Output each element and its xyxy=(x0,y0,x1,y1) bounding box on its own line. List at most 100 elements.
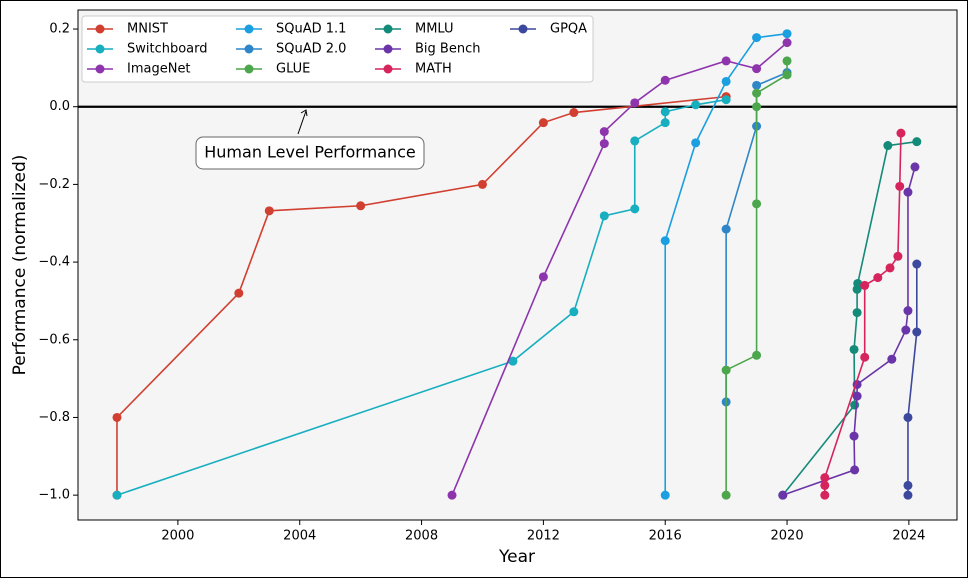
point xyxy=(264,206,274,216)
point xyxy=(752,88,762,98)
point xyxy=(538,118,548,128)
point xyxy=(903,490,913,500)
point xyxy=(691,138,701,148)
y-tick-label: −0.6 xyxy=(38,332,70,347)
point xyxy=(356,201,366,211)
point xyxy=(630,204,640,214)
point xyxy=(447,490,457,500)
legend-label: SQuAD 1.1 xyxy=(276,22,346,37)
point xyxy=(910,162,920,172)
legend-box xyxy=(81,15,594,83)
annotation: Human Level Performance xyxy=(204,143,416,162)
point xyxy=(721,76,731,86)
x-tick-label: 2012 xyxy=(527,529,560,544)
annotation-arrow xyxy=(297,110,307,135)
point xyxy=(853,278,863,288)
point xyxy=(883,141,893,151)
y-tick-label: −1.0 xyxy=(38,488,70,503)
y-tick-label: −0.2 xyxy=(38,177,70,192)
point xyxy=(901,325,911,335)
point xyxy=(752,350,762,360)
point xyxy=(477,179,487,189)
point xyxy=(782,29,792,39)
point xyxy=(112,412,122,422)
point xyxy=(852,308,862,318)
point xyxy=(850,400,860,410)
point xyxy=(721,95,731,105)
point xyxy=(820,490,830,500)
legend-label: GLUE xyxy=(276,62,310,77)
x-tick-label: 2004 xyxy=(283,529,316,544)
y-tick-label: 0.2 xyxy=(49,22,70,37)
x-axis-label: Year xyxy=(498,547,535,567)
point xyxy=(599,127,609,137)
series-line xyxy=(725,60,788,496)
point xyxy=(599,139,609,149)
annotation-box xyxy=(195,136,425,170)
point xyxy=(721,224,731,234)
x-tick-label: 2020 xyxy=(771,529,804,544)
point xyxy=(721,365,731,375)
legend-label: ImageNet xyxy=(127,62,191,77)
legend-label: MNIST xyxy=(127,22,168,37)
x-tick-label: 2016 xyxy=(649,529,682,544)
point xyxy=(903,187,913,197)
point xyxy=(850,465,860,475)
point xyxy=(887,354,897,364)
point xyxy=(849,344,859,354)
point xyxy=(903,412,913,422)
point xyxy=(691,100,701,110)
point xyxy=(752,80,762,90)
legend-label: Big Bench xyxy=(415,42,480,57)
point xyxy=(538,272,548,282)
point xyxy=(752,102,762,112)
point xyxy=(873,273,883,283)
legend-label: SQuAD 2.0 xyxy=(276,42,346,57)
y-tick-label: −0.4 xyxy=(38,255,70,270)
annotation-arrowhead xyxy=(300,109,308,117)
point xyxy=(896,128,906,138)
point xyxy=(660,490,670,500)
point xyxy=(782,70,792,80)
point xyxy=(903,480,913,490)
point xyxy=(508,356,518,366)
x-tick-label: 2024 xyxy=(892,529,925,544)
y-tick-label: 0.0 xyxy=(49,99,70,114)
y-axis-label: Performance (normalized) xyxy=(10,155,30,376)
point xyxy=(860,280,870,290)
point xyxy=(849,431,859,441)
legend-marker xyxy=(95,24,105,34)
legend-marker xyxy=(95,44,105,54)
point xyxy=(630,136,640,146)
point xyxy=(895,181,905,191)
series-line xyxy=(782,166,916,496)
legend-marker xyxy=(244,24,254,34)
point xyxy=(569,307,579,317)
point xyxy=(112,490,122,500)
point xyxy=(912,137,922,147)
legend: MNIST Switchboard ImageNet SQuAD 1.1 SQuAD 2… xyxy=(81,15,594,83)
point xyxy=(752,199,762,209)
point xyxy=(893,251,903,261)
point xyxy=(234,288,244,298)
legend-marker xyxy=(383,44,393,54)
point xyxy=(752,64,762,74)
legend-marker xyxy=(244,44,254,54)
legend-label: Switchboard xyxy=(127,42,208,57)
legend-label: GPQA xyxy=(550,22,587,37)
point xyxy=(912,327,922,337)
legend-marker xyxy=(244,64,254,74)
x-tick-label: 2000 xyxy=(161,529,194,544)
point xyxy=(820,480,830,490)
legend-marker xyxy=(383,64,393,74)
point xyxy=(569,108,579,118)
plot xyxy=(78,29,957,500)
point xyxy=(885,263,895,273)
x-tick-label: 2008 xyxy=(405,529,438,544)
y-tick-label: −0.8 xyxy=(38,410,70,425)
point xyxy=(660,118,670,128)
legend-label: MATH xyxy=(415,62,452,77)
point xyxy=(860,352,870,362)
point xyxy=(660,107,670,117)
